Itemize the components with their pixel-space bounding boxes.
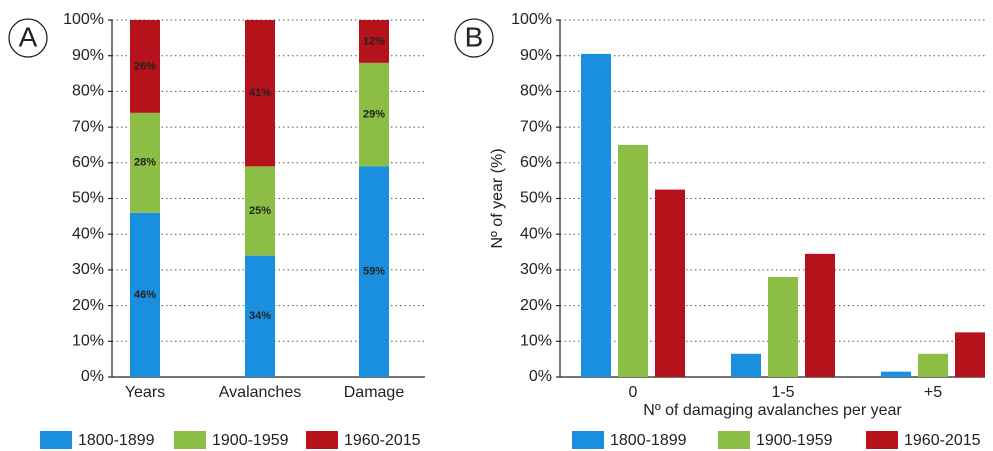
legend-label: 1800-1899	[610, 432, 687, 449]
value-label: 59%	[363, 266, 385, 278]
value-label: 12%	[363, 35, 385, 47]
legend-label: 1960-2015	[904, 432, 981, 449]
panel-circle	[8, 18, 48, 58]
y-tick-label: 60%	[520, 154, 552, 171]
y-tick-label: 30%	[520, 261, 552, 278]
panel-letter: A	[19, 21, 38, 52]
y-tick-label: 50%	[72, 190, 104, 207]
bar-segment	[130, 20, 160, 113]
legend-label: 1960-2015	[344, 432, 421, 449]
value-label: 25%	[249, 205, 271, 217]
bar	[655, 189, 685, 377]
x-tick-label: 0	[629, 384, 638, 401]
bar-segment	[130, 212, 160, 377]
y-tick-label: 70%	[72, 118, 104, 135]
legend-swatch	[40, 431, 72, 449]
bar	[581, 53, 611, 377]
bar	[768, 277, 798, 377]
legend-swatch	[718, 431, 750, 449]
x-axis-label: Nº of damaging avalanches per year	[643, 402, 902, 419]
legend-swatch	[306, 431, 338, 449]
bar-segment	[359, 20, 389, 63]
value-label: 29%	[363, 109, 385, 121]
bar	[881, 371, 911, 377]
y-tick-label: 100%	[511, 11, 552, 28]
bar	[731, 353, 761, 377]
x-tick-label: +5	[924, 384, 942, 401]
y-tick-label: 80%	[72, 83, 104, 100]
y-tick-label: 90%	[520, 47, 552, 64]
x-tick-label: Damage	[344, 384, 405, 401]
panel-letter: B	[465, 21, 484, 52]
legend-swatch	[866, 431, 898, 449]
bar	[955, 332, 985, 377]
bar-segment	[245, 20, 275, 167]
bar-segment	[130, 112, 160, 213]
bar	[805, 253, 835, 377]
value-label: 46%	[134, 289, 156, 301]
y-tick-label: 10%	[72, 333, 104, 350]
x-tick-label: 1-5	[771, 384, 794, 401]
legend-swatch	[572, 431, 604, 449]
y-tick-label: 40%	[72, 225, 104, 242]
panel-circle	[454, 18, 494, 58]
legend-label: 1900-1959	[756, 432, 833, 449]
value-label: 41%	[249, 87, 271, 99]
bar-segment	[245, 166, 275, 256]
bar-segment	[359, 166, 389, 377]
legend-label: 1900-1959	[212, 432, 289, 449]
y-tick-label: 50%	[520, 190, 552, 207]
bar-segment	[359, 62, 389, 167]
y-tick-label: 90%	[72, 47, 104, 64]
bar	[618, 144, 648, 377]
y-tick-label: 70%	[520, 118, 552, 135]
y-tick-label: 20%	[520, 297, 552, 314]
x-tick-label: Years	[125, 384, 165, 401]
y-tick-label: 60%	[72, 154, 104, 171]
y-tick-label: 100%	[63, 11, 104, 28]
y-axis-label: Nº of year (%)	[489, 148, 506, 248]
y-tick-label: 0%	[81, 368, 104, 385]
bar-segment	[245, 255, 275, 377]
legend-label: 1800-1899	[78, 432, 155, 449]
y-tick-label: 40%	[520, 225, 552, 242]
y-tick-label: 10%	[520, 333, 552, 350]
y-tick-label: 0%	[529, 368, 552, 385]
y-tick-label: 30%	[72, 261, 104, 278]
y-tick-label: 80%	[520, 83, 552, 100]
value-label: 28%	[134, 157, 156, 169]
y-tick-label: 20%	[72, 297, 104, 314]
legend-swatch	[174, 431, 206, 449]
bar	[918, 353, 948, 377]
value-label: 26%	[134, 60, 156, 72]
value-label: 34%	[249, 310, 271, 322]
x-tick-label: Avalanches	[219, 384, 301, 401]
